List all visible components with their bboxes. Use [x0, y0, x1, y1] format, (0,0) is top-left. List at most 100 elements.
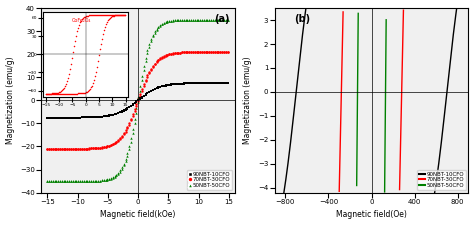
Point [156, 85, 164, 89]
Point [189, 81, 197, 85]
Point [49, 179, 56, 183]
Point [96, 179, 104, 182]
Point [193, 18, 201, 21]
Point [207, 81, 215, 85]
Point [85, 147, 93, 150]
Point [187, 50, 195, 54]
Point [107, 113, 115, 117]
Point [198, 81, 206, 85]
Point [64, 147, 71, 151]
Point [80, 179, 88, 183]
Point [115, 171, 122, 175]
Point [116, 110, 124, 114]
Point [196, 50, 204, 54]
Point [206, 18, 213, 21]
Point [185, 18, 193, 21]
Point [206, 81, 213, 85]
Point [195, 81, 202, 85]
Point [189, 18, 197, 21]
Point [94, 179, 102, 182]
Point [107, 143, 115, 147]
Point [65, 116, 73, 119]
Point [60, 179, 67, 183]
Point [137, 85, 144, 88]
Point [211, 18, 219, 21]
Legend: 90NBT-10CFO, 70NBT-30CFO, 50NBT-50CFO: 90NBT-10CFO, 70NBT-30CFO, 50NBT-50CFO [187, 170, 232, 190]
Point [92, 179, 100, 183]
Point [222, 50, 229, 54]
Point [218, 18, 226, 21]
Point [193, 81, 201, 85]
Point [151, 87, 158, 91]
Point [46, 116, 53, 119]
Point [142, 93, 149, 97]
Text: (b): (b) [294, 14, 310, 24]
Point [53, 116, 60, 119]
Point [78, 179, 86, 183]
Point [98, 179, 106, 182]
Point [118, 167, 126, 171]
Point [195, 50, 202, 54]
Point [196, 18, 204, 21]
Point [118, 110, 126, 113]
Point [144, 91, 151, 95]
Point [218, 81, 226, 85]
Point [120, 109, 128, 112]
Point [156, 57, 164, 61]
Point [46, 147, 53, 151]
Point [76, 147, 84, 151]
Point [178, 51, 186, 54]
Point [180, 82, 188, 85]
Point [55, 179, 62, 183]
Point [129, 131, 137, 135]
Point [118, 110, 126, 113]
Point [113, 173, 120, 177]
Point [109, 142, 117, 146]
Point [44, 147, 51, 151]
Point [135, 95, 142, 99]
Point [111, 174, 118, 178]
Point [204, 81, 211, 85]
Point [146, 42, 153, 46]
Point [83, 147, 91, 150]
Point [98, 179, 106, 182]
Point [131, 102, 138, 105]
Point [182, 82, 190, 85]
Point [78, 147, 86, 151]
Point [198, 18, 206, 21]
Point [65, 116, 73, 119]
Point [71, 147, 78, 151]
Point [135, 99, 142, 103]
Point [62, 147, 69, 151]
Point [105, 177, 113, 181]
Point [47, 179, 55, 183]
Point [46, 116, 53, 119]
Point [96, 146, 104, 150]
Point [116, 170, 124, 173]
Point [56, 147, 64, 151]
Point [144, 74, 151, 77]
Point [176, 51, 184, 54]
Point [104, 178, 111, 181]
Point [104, 144, 111, 148]
Point [129, 127, 137, 131]
Point [100, 145, 108, 149]
Point [178, 18, 186, 22]
Point [185, 18, 193, 21]
Point [171, 82, 179, 86]
Point [215, 81, 222, 85]
Point [127, 140, 135, 143]
Point [176, 51, 184, 54]
Point [62, 147, 69, 151]
Point [100, 115, 108, 118]
Point [94, 179, 102, 182]
Point [183, 82, 191, 85]
Point [140, 94, 147, 97]
Point [206, 50, 213, 54]
Point [151, 31, 158, 34]
Point [124, 151, 131, 155]
Point [137, 97, 144, 100]
Point [169, 19, 177, 22]
Point [200, 50, 208, 54]
Point [92, 146, 100, 150]
